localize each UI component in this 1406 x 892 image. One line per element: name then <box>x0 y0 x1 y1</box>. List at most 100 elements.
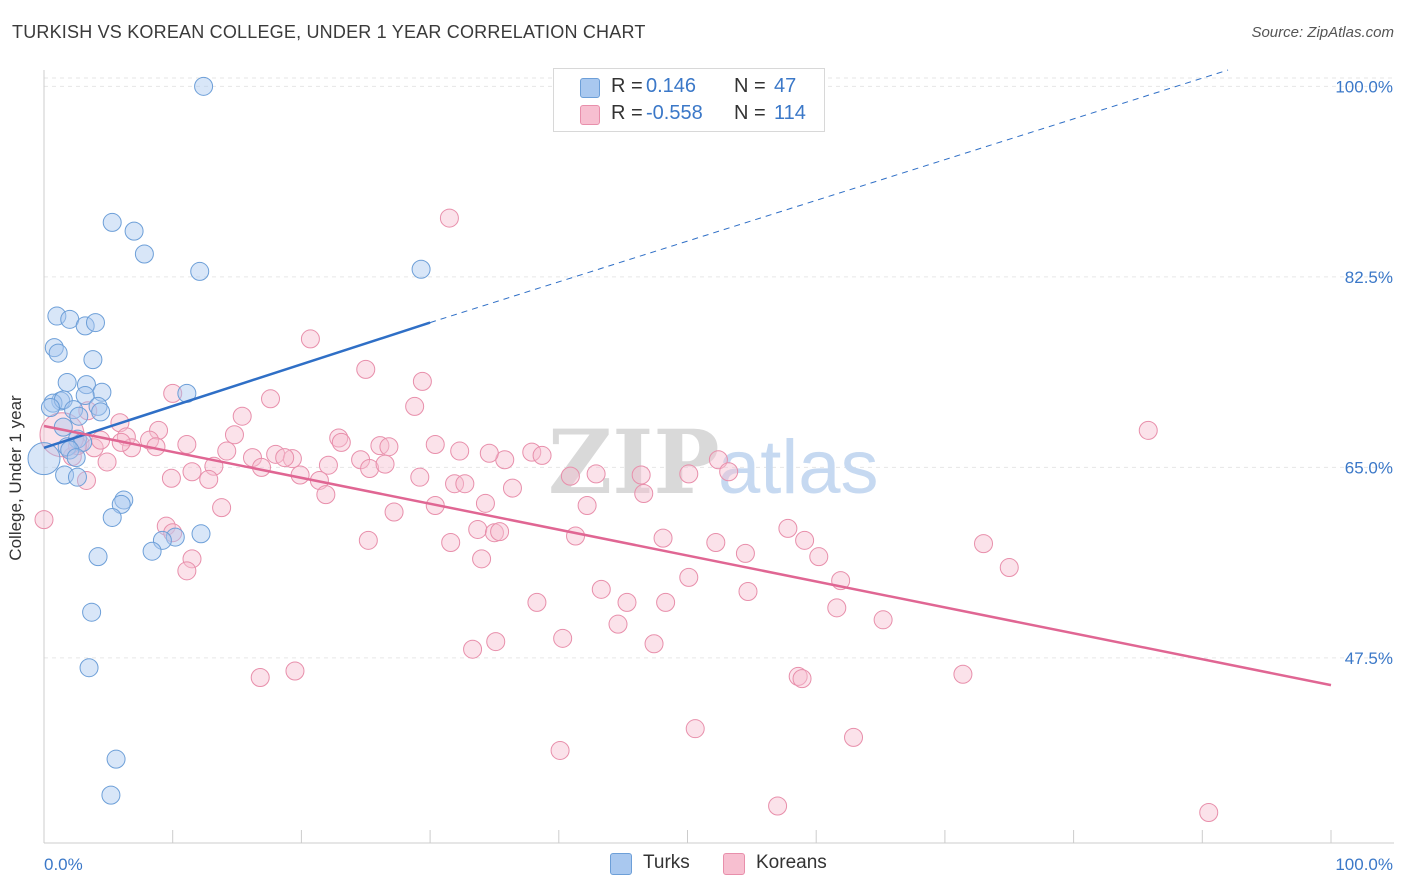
series-swatch-turks <box>610 853 632 875</box>
turk-point <box>88 396 108 416</box>
turk-point <box>111 494 131 514</box>
korean-point <box>360 458 380 478</box>
source-label: Source: ZipAtlas.com <box>1251 24 1394 41</box>
turk-point <box>40 398 60 418</box>
y-axis-label: College, Under 1 year <box>6 395 25 561</box>
korean-point <box>177 435 197 455</box>
legend-swatch-turks <box>580 78 600 98</box>
korean-point <box>577 495 597 515</box>
korean-point <box>439 208 459 228</box>
korean-point <box>163 383 183 403</box>
korean-point <box>550 740 570 760</box>
korean-point <box>261 389 281 409</box>
turk-point <box>134 244 154 264</box>
korean-point <box>384 502 404 522</box>
korean-point <box>316 485 336 505</box>
korean-point <box>412 371 432 391</box>
chart-title: TURKISH VS KOREAN COLLEGE, UNDER 1 YEAR … <box>12 22 646 42</box>
korean-point <box>441 533 461 553</box>
korean-point <box>706 533 726 553</box>
series-swatch-koreans <box>723 853 745 875</box>
turk-point <box>66 448 86 468</box>
korean-point <box>844 727 864 747</box>
korean-point <box>84 438 104 458</box>
korean-point <box>455 474 475 494</box>
korean-point <box>527 592 547 612</box>
korean-point <box>300 329 320 349</box>
legend-n-label: N = <box>734 102 766 124</box>
korean-point <box>719 462 739 482</box>
turk-point <box>75 386 95 406</box>
x-tick-label: 100.0% <box>1335 855 1393 874</box>
y-tick-label: 100.0% <box>1335 77 1393 96</box>
turk-point <box>194 76 214 96</box>
korean-point <box>405 396 425 416</box>
korean-point <box>685 719 705 739</box>
korean-point <box>331 432 351 452</box>
tick-labels: 47.5% 65.0% 82.5% 100.0% 0.0% 100.0% <box>44 77 1393 874</box>
korean-point <box>591 579 611 599</box>
legend-n-value: 47 <box>774 75 797 97</box>
turks-trend-extension <box>429 69 1229 324</box>
turks-trend-line <box>43 321 431 449</box>
y-tick-label: 47.5% <box>1345 649 1393 668</box>
korean-point <box>358 530 378 550</box>
legend-r-label: R = <box>611 75 643 97</box>
turk-point <box>124 221 144 241</box>
turk-point <box>191 524 211 544</box>
turk-point <box>165 527 185 547</box>
turk-point <box>91 402 111 422</box>
turk-point <box>67 467 87 487</box>
korean-point <box>631 465 651 485</box>
turk-point <box>69 406 89 426</box>
korean-point <box>490 522 510 542</box>
korean-point <box>553 628 573 648</box>
turk-point <box>60 440 80 460</box>
korean-point <box>502 478 522 498</box>
turk-point <box>411 259 431 279</box>
turk-point <box>106 749 126 769</box>
korean-point <box>974 534 994 554</box>
korean-point <box>182 549 202 569</box>
korean-point <box>617 592 637 612</box>
korean-point <box>679 464 699 484</box>
turk-point <box>190 261 210 281</box>
korean-point <box>809 547 829 567</box>
korean-point <box>653 528 673 548</box>
korean-point <box>735 543 755 563</box>
korean-point <box>608 614 628 634</box>
korean-point <box>475 493 495 513</box>
korean-point <box>634 484 654 504</box>
korean-point <box>586 464 606 484</box>
korean-point <box>182 462 202 482</box>
korean-point <box>795 530 815 550</box>
series-label-koreans: Koreans <box>756 852 827 873</box>
korean-point <box>375 454 395 474</box>
legend-r-value: 0.146 <box>646 75 697 97</box>
turk-point <box>27 442 61 476</box>
korean-point <box>161 468 181 488</box>
korean-point <box>463 639 483 659</box>
turk-point <box>142 541 162 561</box>
korean-point <box>873 610 893 630</box>
korean-point <box>560 466 580 486</box>
korean-point <box>953 664 973 684</box>
korean-point <box>738 582 758 602</box>
turk-point <box>102 212 122 232</box>
turk-point <box>57 372 77 392</box>
korean-point <box>656 592 676 612</box>
korean-point <box>91 430 111 450</box>
turk-point <box>88 547 108 567</box>
legend-n-value: 114 <box>774 102 806 124</box>
turk-point <box>64 400 84 420</box>
turk-point <box>83 350 103 370</box>
korean-point <box>999 558 1019 578</box>
turk-point <box>47 306 67 326</box>
korean-point <box>356 359 376 379</box>
korean-point <box>1138 420 1158 440</box>
korean-point <box>275 448 295 468</box>
y-tick-label: 82.5% <box>1345 268 1393 287</box>
trend-lines <box>43 69 1332 687</box>
turk-point <box>44 338 64 358</box>
